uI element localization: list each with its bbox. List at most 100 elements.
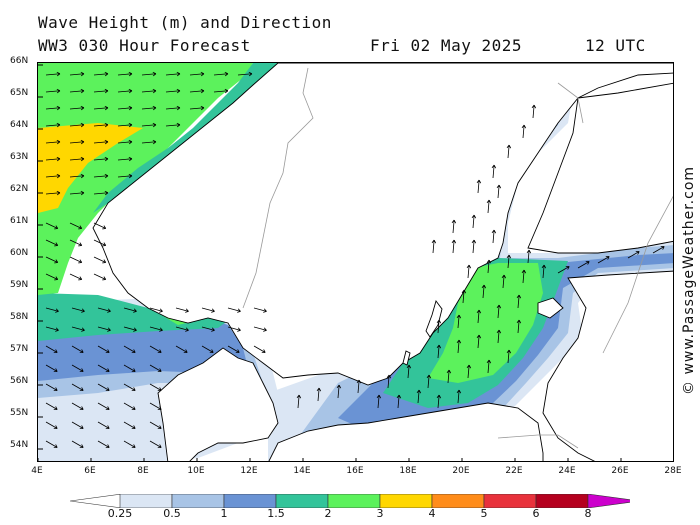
wave-arrow (436, 319, 442, 334)
wave-arrow (189, 71, 205, 77)
wave-arrow (71, 383, 84, 392)
forecast-label: WW3 030 Hour Forecast (38, 36, 251, 55)
wave-arrow (506, 144, 512, 159)
wave-arrow (597, 255, 610, 264)
legend-color-swatch (119, 494, 173, 508)
wave-arrow (123, 307, 137, 313)
wave-arrow (456, 339, 462, 354)
lon-tick-label: 28E (664, 466, 682, 476)
wave-arrow (97, 364, 110, 373)
lon-tick-label: 16E (346, 466, 364, 476)
legend-tick-label: 6 (532, 507, 540, 520)
wave-arrow (45, 256, 59, 264)
wave-arrow (416, 389, 422, 404)
wave-arrow (149, 402, 162, 411)
legend-color-swatch (535, 494, 589, 508)
wave-arrow (93, 256, 107, 264)
lon-tick-label: 8E (137, 466, 149, 476)
wave-arrow (97, 307, 111, 313)
oland-island (402, 350, 411, 366)
wave-arrow (506, 349, 512, 364)
legend-tick-label: 3 (376, 507, 384, 520)
wave-arrow (356, 379, 362, 394)
lat-tick-label: 63N (10, 152, 29, 162)
credit-text: © www.PassageWeather.com (681, 165, 697, 395)
wave-direction-arrows (45, 71, 665, 449)
wave-arrow (476, 179, 482, 194)
wave-arrow (141, 122, 157, 128)
wave-arrow (93, 139, 109, 145)
wave-arrow (45, 364, 58, 373)
wave-arrow (69, 222, 83, 230)
wave-arrow (501, 274, 507, 289)
legend-color-swatch (379, 494, 433, 508)
wave-arrow (123, 345, 136, 354)
estonia-land (542, 270, 673, 461)
wave-arrow (93, 71, 109, 77)
wave-arrow (496, 304, 502, 319)
wave-arrow (123, 326, 137, 332)
wave-arrow (45, 222, 59, 230)
wave-arrow (93, 190, 109, 196)
wave-arrow (71, 440, 84, 449)
wave-arrow (531, 104, 537, 119)
wave-arrow (123, 402, 136, 411)
wave-arrow (45, 190, 61, 196)
wave-arrow (336, 384, 342, 399)
wave-arrow (521, 124, 527, 139)
wave-arrow (227, 307, 241, 313)
wave-arrow (45, 421, 58, 430)
wave-arrow (491, 229, 497, 244)
wave-arrow (627, 250, 640, 259)
lat-tick-label: 65N (10, 88, 29, 98)
wave-arrow (141, 71, 157, 77)
norwegian-yellow-zone (38, 123, 143, 213)
wave-arrow (45, 307, 59, 313)
map-grid (38, 64, 622, 461)
wave-arrow (117, 139, 133, 145)
scandinavia-land (92, 63, 673, 386)
wave-arrow (97, 421, 110, 430)
norway-sweden-border (242, 67, 314, 309)
wave-arrow (506, 254, 512, 269)
wave-arrow (149, 421, 162, 430)
wave-arrow (45, 402, 58, 411)
lat-tick-label: 64N (10, 120, 29, 130)
legend-tick-label: 1.5 (267, 507, 285, 520)
legend-color-swatch (587, 494, 630, 508)
wave-arrow (521, 269, 527, 284)
wave-arrow (201, 326, 215, 332)
forecast-date: Fri 02 May 2025 (370, 36, 522, 55)
legend-color-swatch (431, 494, 485, 508)
wave-arrow (253, 326, 267, 332)
lat-tick-label: 56N (10, 376, 29, 386)
wave-arrow (213, 88, 229, 94)
wave-arrow (69, 139, 85, 145)
wave-arrow (69, 190, 85, 196)
wave-arrow (201, 345, 214, 354)
legend-color-swatch (223, 494, 277, 508)
wave-arrow (45, 326, 59, 332)
wave-arrow (426, 374, 432, 389)
wave-arrow (141, 88, 157, 94)
lon-tick-label: 4E (31, 466, 43, 476)
lon-tick-label: 18E (399, 466, 417, 476)
forecast-time: 12 UTC (585, 36, 646, 55)
wave-arrow (117, 173, 133, 179)
lon-tick-label: 6E (84, 466, 96, 476)
wave-arrow (117, 105, 133, 111)
legend-tick-label: 8 (584, 507, 592, 520)
wave-arrow (117, 88, 133, 94)
germany-poland-land (268, 402, 544, 461)
wave-arrow (253, 307, 267, 313)
legend-color-swatch (70, 494, 123, 508)
wave-arrow (45, 156, 61, 162)
wave-arrow (45, 122, 61, 128)
wave-arrow (175, 307, 189, 313)
wave-arrow (436, 394, 442, 409)
wave-arrow (45, 139, 61, 145)
wave-arrow (93, 273, 107, 281)
wave-arrow (496, 184, 502, 199)
lat-tick-label: 61N (10, 216, 29, 226)
wave-arrow (97, 440, 110, 449)
